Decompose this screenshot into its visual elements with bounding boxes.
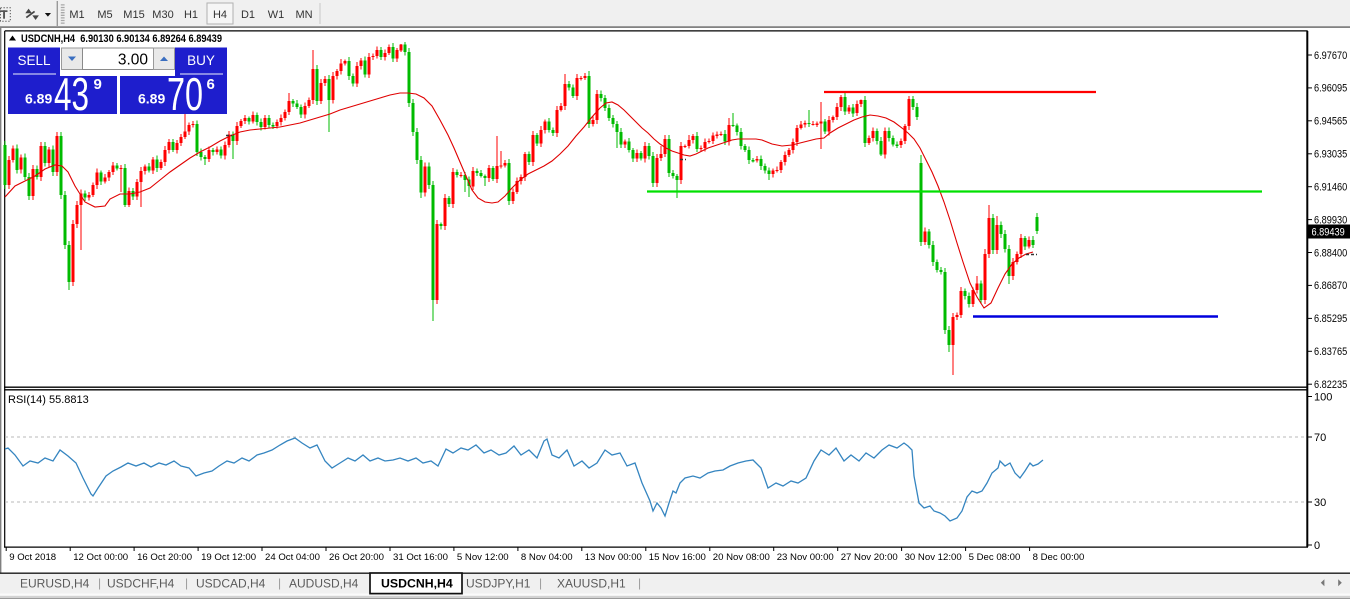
svg-text:12 Oct 00:00: 12 Oct 00:00 <box>73 552 128 563</box>
svg-text:6.97670: 6.97670 <box>1314 50 1347 62</box>
svg-text:30: 30 <box>1314 497 1326 509</box>
svg-text:9 Oct 2018: 9 Oct 2018 <box>9 552 56 563</box>
svg-text:6.89439: 6.89439 <box>1312 227 1345 239</box>
svg-text:RSI(14) 55.8813: RSI(14) 55.8813 <box>8 394 89 406</box>
svg-text:6.91460: 6.91460 <box>1314 182 1347 194</box>
svg-text:|: | <box>638 576 641 590</box>
svg-text:MN: MN <box>295 9 312 21</box>
svg-text:M15: M15 <box>123 9 144 21</box>
svg-text:6.85295: 6.85295 <box>1314 313 1347 325</box>
svg-text:23 Nov 00:00: 23 Nov 00:00 <box>777 552 834 563</box>
svg-text:6.93035: 6.93035 <box>1314 149 1347 161</box>
svg-text:6.88400: 6.88400 <box>1314 247 1347 259</box>
svg-text:|: | <box>185 576 188 590</box>
svg-text:19 Oct 12:00: 19 Oct 12:00 <box>201 552 256 563</box>
svg-text:0: 0 <box>1314 540 1320 552</box>
svg-text:13 Nov 00:00: 13 Nov 00:00 <box>585 552 642 563</box>
svg-text:6.83765: 6.83765 <box>1314 346 1347 358</box>
svg-text:31 Oct 16:00: 31 Oct 16:00 <box>393 552 448 563</box>
svg-text:26 Oct 20:00: 26 Oct 20:00 <box>329 552 384 563</box>
svg-text:USDCNH,H4 6.90130 6.90134 6.8: USDCNH,H4 6.90130 6.90134 6.89264 6.8943… <box>21 33 222 45</box>
svg-text:AUDUSD,H4: AUDUSD,H4 <box>289 577 359 591</box>
svg-text:BUY: BUY <box>187 53 215 68</box>
svg-text:6.82235: 6.82235 <box>1314 379 1347 391</box>
svg-text:H4: H4 <box>213 9 227 21</box>
svg-text:30 Nov 12:00: 30 Nov 12:00 <box>905 552 962 563</box>
svg-text:5 Dec 08:00: 5 Dec 08:00 <box>969 552 1021 563</box>
svg-text:M30: M30 <box>152 9 173 21</box>
svg-text:5 Nov 12:00: 5 Nov 12:00 <box>457 552 509 563</box>
svg-text:W1: W1 <box>268 9 285 21</box>
svg-text:70: 70 <box>167 68 203 120</box>
svg-text:H1: H1 <box>184 9 198 21</box>
svg-text:8 Nov 04:00: 8 Nov 04:00 <box>521 552 573 563</box>
svg-text:27 Nov 20:00: 27 Nov 20:00 <box>841 552 898 563</box>
svg-text:9: 9 <box>94 76 102 93</box>
svg-text:|: | <box>278 576 281 590</box>
svg-text:6.94565: 6.94565 <box>1314 116 1347 128</box>
svg-text:M1: M1 <box>69 9 84 21</box>
svg-text:USDJPY,H1: USDJPY,H1 <box>466 577 531 591</box>
svg-text:70: 70 <box>1314 432 1326 444</box>
svg-text:43: 43 <box>54 68 89 120</box>
svg-text:100: 100 <box>1314 391 1332 403</box>
svg-text:USDCHF,H4: USDCHF,H4 <box>107 577 175 591</box>
svg-text:|: | <box>539 576 542 590</box>
svg-text:EURUSD,H4: EURUSD,H4 <box>20 577 90 591</box>
svg-text:USDCAD,H4: USDCAD,H4 <box>196 577 266 591</box>
svg-text:|: | <box>98 576 101 590</box>
svg-text:3.00: 3.00 <box>118 52 149 69</box>
svg-text:16 Oct 20:00: 16 Oct 20:00 <box>137 552 192 563</box>
svg-text:USDCNH,H4: USDCNH,H4 <box>381 577 453 591</box>
svg-text:M5: M5 <box>97 9 112 21</box>
svg-text:D1: D1 <box>241 9 255 21</box>
svg-text:6.96095: 6.96095 <box>1314 83 1347 95</box>
svg-text:15 Nov 16:00: 15 Nov 16:00 <box>649 552 706 563</box>
svg-text:XAUUSD,H1: XAUUSD,H1 <box>557 577 626 591</box>
svg-text:6.89930: 6.89930 <box>1314 214 1347 226</box>
svg-text:8 Dec 00:00: 8 Dec 00:00 <box>1033 552 1085 563</box>
svg-text:6.89: 6.89 <box>25 91 52 107</box>
svg-text:24 Oct 04:00: 24 Oct 04:00 <box>265 552 320 563</box>
svg-text:6.89: 6.89 <box>138 91 165 107</box>
svg-text:6.86870: 6.86870 <box>1314 280 1347 292</box>
svg-text:SELL: SELL <box>17 53 51 68</box>
svg-text:20 Nov 08:00: 20 Nov 08:00 <box>713 552 770 563</box>
svg-text:6: 6 <box>207 76 215 93</box>
